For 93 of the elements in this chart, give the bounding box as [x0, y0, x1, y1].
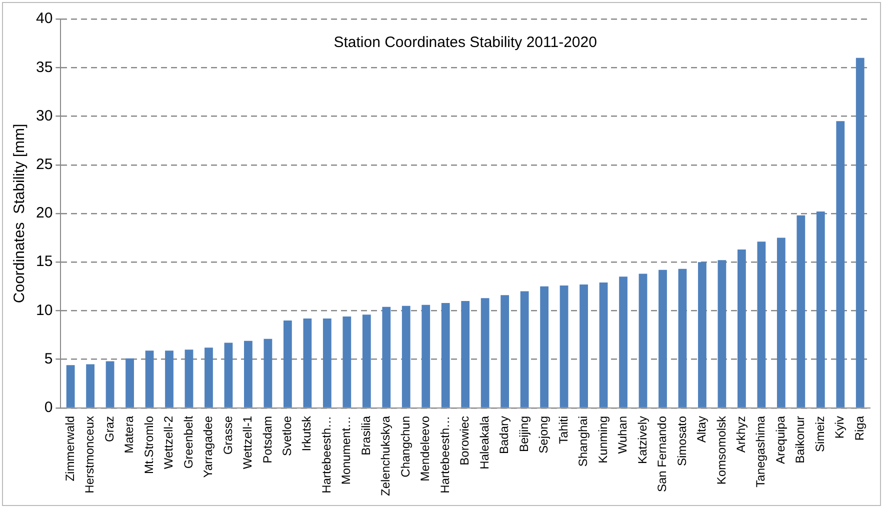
x-tick-label: Herstmonceux: [82, 416, 97, 494]
bar: [718, 260, 726, 408]
x-tick-label: Zelenchukskya: [378, 416, 393, 496]
bar: [560, 285, 568, 408]
x-tick-label: Tahiti: [556, 416, 570, 444]
x-tick-label: Monument…: [339, 416, 354, 485]
y-axis-title: Coordinates Stability [mm]: [11, 124, 28, 304]
bar: [738, 249, 746, 408]
x-tick-label: San Fernando: [655, 416, 670, 492]
bar: [264, 338, 272, 408]
bar: [638, 274, 648, 408]
bar: [520, 291, 529, 408]
bar: [342, 316, 352, 408]
bar: [757, 242, 766, 408]
y-tick-label: 35: [36, 58, 53, 76]
y-tick-label: 30: [36, 107, 53, 124]
y-tick-label: 10: [36, 302, 53, 319]
x-tick-label: Katzively: [635, 416, 650, 464]
x-tick-label: Potsdam: [260, 416, 274, 464]
bar: [283, 320, 292, 408]
bar: [856, 58, 864, 408]
bar: [796, 215, 806, 408]
x-tick-label: Matera: [122, 416, 136, 454]
x-tick-label: Yarragadee: [201, 416, 216, 478]
x-tick-label: Hartebeesth…: [319, 416, 334, 494]
x-tick-label: Irkutsk: [300, 414, 314, 452]
y-tick-label: 0: [44, 399, 53, 416]
x-tick-label: Zimmerwald: [62, 416, 77, 482]
bar: [619, 276, 628, 408]
x-tick-label: Tanegashima: [754, 416, 768, 488]
bar: [126, 358, 134, 408]
x-tick-label: Mendeleevo: [418, 416, 432, 482]
x-tick-label: Arequipa: [773, 416, 788, 464]
y-tick-label: 15: [36, 253, 53, 270]
x-tick-label: Haleakala: [477, 416, 492, 470]
x-tick-label: Simeiz: [812, 416, 827, 452]
x-tick-label: Arkhyz: [734, 416, 748, 453]
x-tick-label: Svetloe: [280, 416, 294, 456]
x-tick-label: Badary: [497, 416, 512, 454]
x-tick-label: Kyiv: [832, 416, 847, 439]
bar: [184, 350, 194, 408]
bar: [402, 306, 410, 408]
bar: [422, 304, 430, 408]
x-tick-label: Riga: [852, 416, 866, 441]
bar: [480, 298, 490, 408]
y-tick-label: 5: [44, 350, 53, 368]
bar: [303, 318, 312, 408]
bar: [66, 365, 75, 408]
x-tick-label: Borowiec: [458, 416, 472, 466]
bar: [816, 212, 825, 408]
x-tick-label: Altay: [694, 416, 709, 443]
bar: [678, 268, 687, 408]
bar: [658, 270, 667, 408]
x-tick-label: Beijing: [516, 416, 531, 452]
bar: [599, 282, 608, 408]
bar: [145, 350, 154, 408]
bar: [540, 286, 548, 408]
bar: [165, 350, 174, 408]
x-tick-label: Komsomolsk: [714, 414, 728, 485]
bar: [500, 295, 510, 408]
x-tick-label: Kunming: [596, 416, 610, 464]
x-tick-label: Grasse: [220, 416, 235, 455]
bar: [580, 284, 588, 408]
x-tick-label: Baikonur: [793, 416, 808, 464]
bar: [106, 361, 114, 408]
bar: [86, 364, 94, 408]
bar: [441, 302, 450, 408]
x-tick-label: Wuhan: [616, 416, 630, 454]
bar: [362, 314, 371, 408]
x-tick-label: Hartebeesth…: [438, 416, 452, 494]
bar: [776, 238, 786, 408]
x-tick-label: Wettzell-1: [240, 416, 255, 470]
bar: [836, 121, 845, 408]
bar: [244, 340, 252, 408]
x-tick-label: Simosato: [674, 416, 689, 466]
bar: [382, 306, 391, 408]
text: Station Coordinates Stability 2011-2020: [334, 34, 597, 52]
x-tick-label: Shanghai: [576, 416, 590, 467]
x-tick-label: Graz: [102, 416, 116, 442]
bar: [698, 262, 706, 408]
bar: [204, 348, 213, 408]
x-tick-label: Brasilia: [358, 416, 373, 456]
bar: [322, 318, 332, 408]
x-tick-label: Wettzell-2: [162, 416, 176, 470]
y-tick-label: 40: [36, 10, 53, 28]
x-tick-label: Mt.Stromlo: [142, 416, 156, 474]
x-tick-label: Sejong: [536, 416, 551, 454]
x-tick-label: Greenbelt: [181, 415, 196, 469]
x-tick-label: Changchun: [398, 416, 412, 478]
y-tick-label: 25: [36, 156, 53, 173]
bar: [461, 300, 470, 408]
y-tick-label: 20: [36, 204, 53, 222]
bar: [224, 342, 233, 408]
